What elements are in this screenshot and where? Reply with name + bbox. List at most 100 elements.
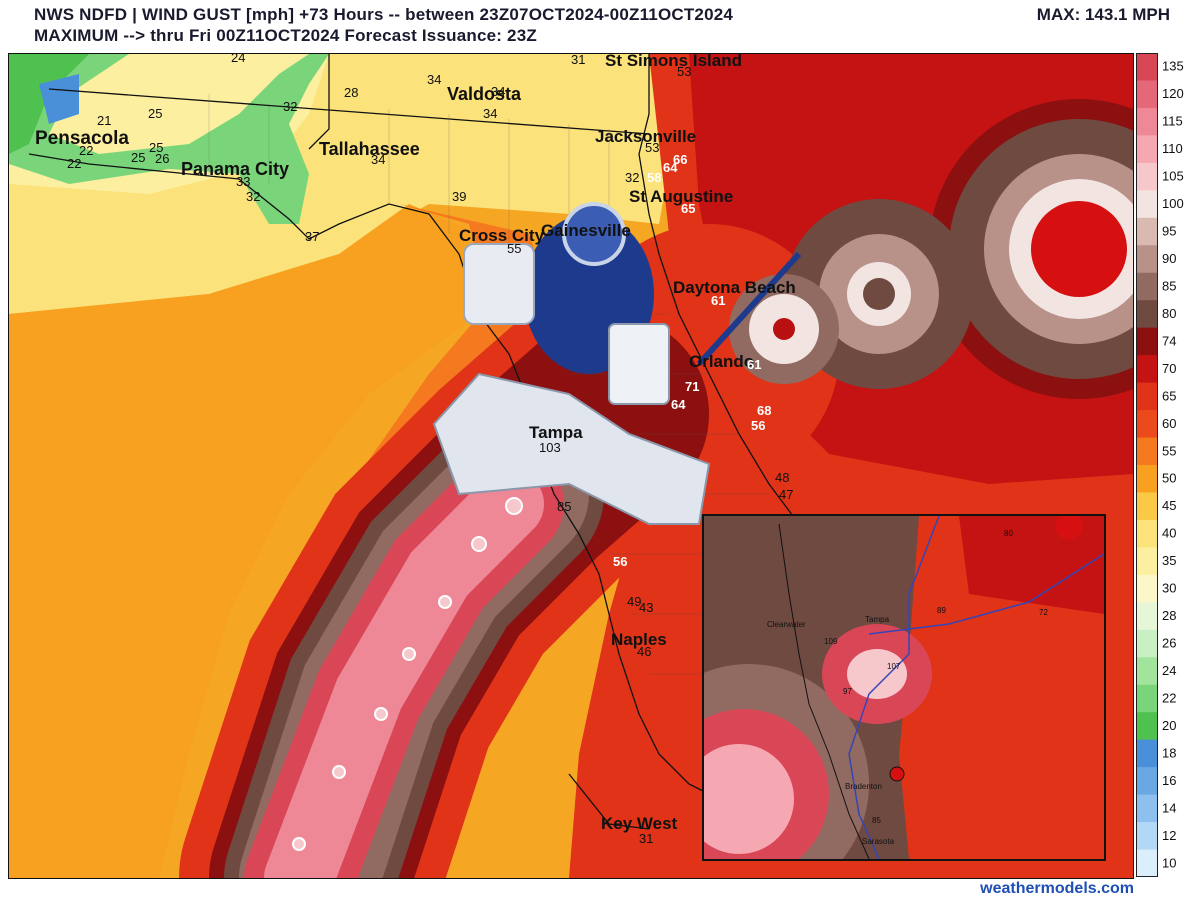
- legend-swatches: [1136, 53, 1158, 877]
- inset-highway: [848, 516, 940, 859]
- gust-value: 26: [155, 151, 169, 166]
- inset-value: 85: [872, 816, 881, 825]
- gust-value: 53: [645, 140, 659, 155]
- city-label: St Simons Island: [605, 53, 742, 70]
- goalie-figure: [432, 202, 802, 525]
- inset-city-label: Clearwater: [767, 620, 806, 629]
- legend-swatch: [1136, 712, 1158, 741]
- gust-value: 68: [757, 403, 771, 418]
- legend-tick-label: 35: [1162, 553, 1176, 568]
- legend-swatch: [1136, 465, 1158, 493]
- gust-value-labels: 24 31 53 34 34 34 28 25 21 25 22 22 25 2…: [67, 53, 793, 846]
- legend-swatch: [1136, 217, 1158, 246]
- inset-storm-spot: [1055, 516, 1083, 540]
- legend-swatch: [1136, 107, 1158, 136]
- gust-value: 47: [779, 487, 793, 502]
- city-label: Jacksonville: [595, 127, 696, 146]
- gust-zone-green: [9, 54, 329, 224]
- gust-value: 32: [283, 99, 297, 114]
- map-title-line2: MAXIMUM --> thru Fri 00Z11OCT2024 Foreca…: [34, 26, 537, 45]
- color-legend: 135 120 115 110 105 100 95 90 85 80 74 70 65 60 55 50 45…: [1136, 53, 1184, 877]
- gust-value: 34: [483, 106, 497, 121]
- gust-value: 21: [97, 113, 111, 128]
- legend-tick-label: 80: [1162, 306, 1176, 321]
- gust-value: 43: [639, 600, 653, 615]
- map-header: NWS NDFD | WIND GUST [mph] +73 Hours -- …: [0, 0, 1200, 50]
- legend-swatch: [1136, 519, 1158, 548]
- legend-tick-label: 22: [1162, 690, 1176, 705]
- city-label: Panama City: [181, 159, 289, 179]
- legend-tick-label: 55: [1162, 443, 1176, 458]
- city-label: Daytona Beach: [673, 278, 796, 297]
- inset-value: 107: [887, 662, 901, 671]
- legend-tick-label: 100: [1162, 196, 1184, 211]
- legend-tick-label: 135: [1162, 59, 1184, 74]
- legend-tick-label: 110: [1162, 141, 1183, 156]
- gust-value: 22: [67, 156, 81, 171]
- legend-tick-label: 20: [1162, 718, 1176, 733]
- gust-zone-darkgreen: [9, 54, 89, 154]
- legend-tick-label: 50: [1162, 471, 1176, 486]
- gust-value: 28: [344, 85, 358, 100]
- gust-value: 37: [305, 229, 319, 244]
- map-title-line1: NWS NDFD | WIND GUST [mph] +73 Hours -- …: [34, 5, 734, 24]
- gust-value: 31: [639, 831, 653, 846]
- credit-text: weathermodels.com: [980, 880, 1134, 897]
- inset-bradenton-spot: [889, 766, 905, 782]
- legend-swatch: [1136, 437, 1158, 466]
- inset-value: 80: [1004, 529, 1013, 538]
- legend-tick-label: 26: [1162, 636, 1176, 651]
- legend-swatch: [1136, 190, 1158, 219]
- inset-value: 109: [824, 637, 838, 646]
- legend-swatch: [1136, 574, 1158, 603]
- legend-swatch: [1136, 547, 1158, 576]
- gust-value: 25: [131, 150, 145, 165]
- legend-tick-label: 24: [1162, 663, 1176, 678]
- gust-value: 64: [663, 160, 678, 175]
- legend-swatch: [1136, 739, 1158, 768]
- city-label: Cross City: [459, 226, 545, 245]
- atlantic-storm-rings: [729, 99, 1133, 399]
- max-value-label: MAX: 143.1 MPH: [1036, 5, 1170, 24]
- legend-swatch: [1136, 382, 1158, 411]
- inset-city-label: Bradenton: [845, 782, 882, 791]
- inset-zone-deepred: [959, 516, 1104, 614]
- legend-tick-label: 85: [1162, 278, 1176, 293]
- legend-swatch: [1136, 162, 1158, 191]
- gust-value: 103: [539, 440, 561, 455]
- legend-tick-label: 18: [1162, 745, 1176, 760]
- legend-swatch: [1136, 657, 1158, 686]
- gust-value: 48: [775, 470, 789, 485]
- legend-swatch: [1136, 245, 1158, 274]
- inset-value: 97: [843, 687, 852, 696]
- gust-zone-blue: [39, 74, 79, 124]
- gust-value: 33: [236, 174, 250, 189]
- gust-value: 66: [673, 152, 687, 167]
- gust-value: 61: [747, 357, 761, 372]
- gust-value: 31: [571, 53, 585, 67]
- track-eye-markers: [292, 497, 523, 851]
- legend-swatch: [1136, 272, 1158, 301]
- gust-value: 49: [627, 594, 641, 609]
- city-label: Tallahassee: [319, 139, 420, 159]
- gust-value: 22: [79, 143, 93, 158]
- city-label: Naples: [611, 630, 667, 649]
- legend-tick-label: 28: [1162, 608, 1176, 623]
- gust-value: 34: [491, 84, 505, 99]
- inset-city-label: Sarasota: [862, 837, 895, 846]
- legend-labels: 135 120 115 110 105 100 95 90 85 80 74 70 65 60 55 50 45…: [1162, 59, 1184, 871]
- legend-tick-label: 74: [1162, 333, 1176, 348]
- inset-highway: [868, 553, 1104, 635]
- city-label: Pensacola: [35, 128, 129, 149]
- legend-swatch: [1136, 300, 1158, 329]
- legend-tick-label: 90: [1162, 251, 1176, 266]
- inset-coastline: [778, 523, 870, 859]
- gust-zone-orange: [9, 204, 479, 878]
- gust-value: 85: [557, 499, 571, 514]
- legend-tick-label: 95: [1162, 224, 1176, 239]
- legend-tick-label: 16: [1162, 773, 1176, 788]
- gust-value: 56: [613, 554, 627, 569]
- gust-value: 32: [246, 189, 260, 204]
- inset-city-label: Tampa: [865, 615, 890, 624]
- gust-value: 58: [647, 170, 661, 185]
